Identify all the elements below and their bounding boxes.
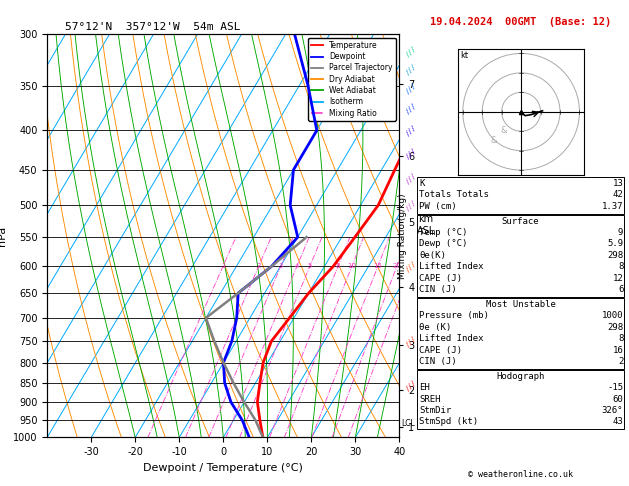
Text: 8: 8: [618, 262, 623, 271]
Text: ///: ///: [404, 63, 418, 76]
Text: CAPE (J): CAPE (J): [419, 274, 462, 283]
Text: 15: 15: [374, 263, 382, 269]
Text: ///: ///: [404, 334, 418, 347]
Text: 9: 9: [618, 228, 623, 237]
Text: 1000: 1000: [602, 311, 623, 320]
Text: &: &: [491, 136, 497, 145]
Text: StmDir: StmDir: [419, 406, 451, 415]
Text: 1.37: 1.37: [602, 202, 623, 211]
Text: ///: ///: [404, 45, 418, 58]
Text: 16: 16: [613, 346, 623, 355]
Text: 20: 20: [392, 263, 401, 269]
Text: 12: 12: [613, 274, 623, 283]
Text: 326°: 326°: [602, 406, 623, 415]
Text: StmSpd (kt): StmSpd (kt): [419, 417, 478, 427]
Legend: Temperature, Dewpoint, Parcel Trajectory, Dry Adiabat, Wet Adiabat, Isotherm, Mi: Temperature, Dewpoint, Parcel Trajectory…: [308, 38, 396, 121]
Text: PW (cm): PW (cm): [419, 202, 457, 211]
Text: 8: 8: [336, 263, 340, 269]
Text: Lifted Index: Lifted Index: [419, 262, 484, 271]
Text: 19.04.2024  00GMT  (Base: 12): 19.04.2024 00GMT (Base: 12): [430, 17, 611, 27]
Text: ///: ///: [404, 147, 418, 160]
Text: CIN (J): CIN (J): [419, 357, 457, 366]
Text: ///: ///: [404, 199, 418, 212]
Text: 2: 2: [257, 263, 261, 269]
Text: © weatheronline.co.uk: © weatheronline.co.uk: [468, 469, 573, 479]
Text: Hodograph: Hodograph: [496, 372, 545, 381]
Y-axis label: km
ASL: km ASL: [416, 214, 435, 236]
Text: 5: 5: [308, 263, 312, 269]
Text: 42: 42: [613, 190, 623, 199]
Text: Dewp (°C): Dewp (°C): [419, 239, 467, 248]
Text: 43: 43: [613, 417, 623, 427]
Text: 4: 4: [295, 263, 299, 269]
Text: -15: -15: [607, 383, 623, 392]
Text: kt: kt: [460, 51, 468, 60]
Text: ///: ///: [404, 172, 418, 185]
Text: ///: ///: [404, 102, 418, 115]
Text: 1: 1: [221, 263, 225, 269]
Text: ///: ///: [404, 82, 418, 95]
Text: ///: ///: [404, 260, 418, 273]
Text: SREH: SREH: [419, 395, 440, 404]
X-axis label: Dewpoint / Temperature (°C): Dewpoint / Temperature (°C): [143, 463, 303, 473]
Text: 6: 6: [618, 285, 623, 294]
Text: Totals Totals: Totals Totals: [419, 190, 489, 199]
Y-axis label: hPa: hPa: [0, 226, 8, 246]
Text: Temp (°C): Temp (°C): [419, 228, 467, 237]
Text: Pressure (mb): Pressure (mb): [419, 311, 489, 320]
Text: 298: 298: [607, 323, 623, 332]
Text: Mixing Ratio (g/kg): Mixing Ratio (g/kg): [398, 193, 407, 278]
Text: CIN (J): CIN (J): [419, 285, 457, 294]
Text: 10: 10: [347, 263, 357, 269]
Text: LCL: LCL: [402, 419, 415, 428]
Text: ///: ///: [404, 124, 418, 137]
Text: 60: 60: [613, 395, 623, 404]
Text: 3: 3: [279, 263, 283, 269]
Text: Surface: Surface: [502, 216, 539, 226]
Text: CAPE (J): CAPE (J): [419, 346, 462, 355]
Text: ///: ///: [404, 379, 418, 392]
Text: 57°12'N  357°12'W  54m ASL: 57°12'N 357°12'W 54m ASL: [65, 22, 240, 32]
Text: &: &: [501, 126, 507, 135]
Text: θe(K): θe(K): [419, 251, 446, 260]
Text: EH: EH: [419, 383, 430, 392]
Text: Lifted Index: Lifted Index: [419, 334, 484, 343]
Text: 2: 2: [618, 357, 623, 366]
Text: K: K: [419, 179, 425, 188]
Text: 8: 8: [618, 334, 623, 343]
Text: θe (K): θe (K): [419, 323, 451, 332]
Text: Most Unstable: Most Unstable: [486, 300, 555, 309]
Text: 13: 13: [613, 179, 623, 188]
Text: 5.9: 5.9: [607, 239, 623, 248]
Text: 298: 298: [607, 251, 623, 260]
